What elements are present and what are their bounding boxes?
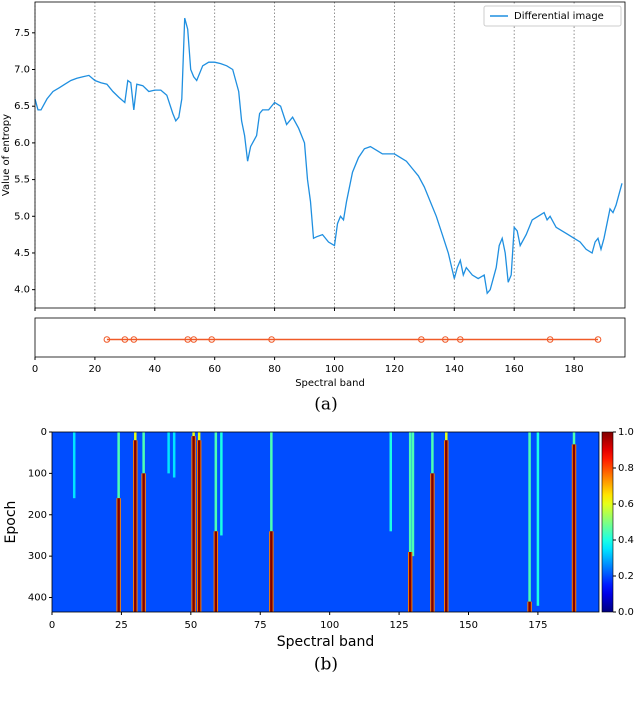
y-tick-label: 0 [41, 427, 47, 438]
y-tick-label: 5.0 [14, 211, 30, 222]
x-tick-label: 120 [385, 364, 404, 375]
caption: (b) [314, 655, 338, 675]
heatmap-cell [197, 432, 201, 441]
colorbar [601, 431, 614, 613]
x-axis-label: Spectral band [295, 378, 365, 389]
y-tick-label: 300 [28, 551, 47, 562]
y-tick-label: 100 [28, 468, 47, 479]
x-tick-label: 75 [254, 620, 267, 631]
line-series [34, 17, 623, 295]
heatmap-cell [197, 440, 201, 612]
heatmap-cell [214, 432, 218, 532]
strip-frame [34, 317, 626, 358]
selected-band [546, 336, 554, 343]
y-tick-label: 4.5 [14, 248, 30, 259]
heatmap-cell [192, 432, 195, 437]
selected-band [208, 336, 216, 343]
y-tick-label: 7.0 [14, 65, 30, 76]
y-tick-label: 5.5 [14, 175, 30, 186]
heatmap-cell [408, 432, 412, 552]
heatmap-cell [270, 432, 273, 532]
heatmap-cell [172, 432, 176, 478]
selected-band [190, 336, 198, 343]
heatmap-cell [142, 473, 145, 612]
heatmap-cell [220, 432, 223, 536]
y-axis-label: Value of entropy [1, 114, 12, 196]
x-tick-label: 40 [148, 364, 161, 375]
heatmap-cell [389, 432, 393, 532]
selected-band [594, 336, 602, 343]
selected-band [103, 336, 111, 343]
heatmap-cell [270, 531, 273, 612]
heatmap-cell [431, 432, 434, 474]
x-tick-label: 50 [184, 620, 197, 631]
x-tick-label: 125 [390, 620, 409, 631]
heatmap-cell [536, 432, 540, 606]
heatmap-cell [72, 432, 76, 499]
colorbar-tick-label: 0.8 [618, 463, 634, 474]
plot-frame [34, 1, 626, 309]
colorbar-tick-label: 0.0 [618, 607, 634, 618]
x-tick-label: 175 [528, 620, 547, 631]
heatmap-cell [117, 432, 120, 499]
heatmap-cell [411, 432, 415, 557]
heatmap-cell [117, 498, 120, 612]
selected-band [442, 336, 449, 343]
heatmap-cell [572, 432, 576, 445]
y-tick-label: 4.0 [14, 285, 30, 296]
y-tick-label: 7.5 [14, 28, 30, 39]
x-tick-label: 80 [268, 364, 281, 375]
heatmap-cell [134, 432, 137, 441]
x-tick-label: 60 [208, 364, 221, 375]
heatmap-cell [572, 444, 576, 612]
selected-band [130, 336, 138, 343]
heatmap-cell [528, 601, 531, 612]
heatmap-cell [445, 432, 448, 441]
x-tick-label: 180 [565, 364, 584, 375]
colorbar-tick-label: 0.2 [618, 571, 634, 582]
y-tick-label: 200 [28, 510, 47, 521]
x-tick-label: 150 [459, 620, 478, 631]
x-tick-label: 100 [320, 620, 339, 631]
x-tick-label: 25 [115, 620, 128, 631]
heatmap-cell [528, 432, 531, 602]
selected-band [121, 336, 129, 343]
legend-box [483, 5, 622, 27]
x-tick-label: 0 [32, 364, 38, 375]
heatmap-cell [214, 531, 218, 612]
y-tick-label: 6.0 [14, 138, 30, 149]
y-tick-label: 400 [28, 593, 47, 604]
y-axis-label: Epoch [3, 501, 19, 544]
colorbar-tick-label: 0.6 [618, 499, 634, 510]
selected-band [268, 336, 275, 343]
heatmap-cell [134, 440, 137, 612]
heatmap-cell [408, 552, 412, 612]
x-tick-label: 20 [89, 364, 102, 375]
x-axis-label: Spectral band [277, 634, 374, 650]
heatmap-cell [192, 436, 195, 612]
heatmap-cell [431, 473, 434, 612]
colorbar-tick-label: 1.0 [618, 427, 634, 438]
x-tick-label: 140 [445, 364, 464, 375]
caption: (a) [314, 395, 337, 415]
plot-frame [51, 431, 600, 613]
selected-band [418, 336, 425, 343]
selected-band [456, 336, 464, 343]
heatmap-cell [445, 440, 448, 612]
y-tick-label: 6.5 [14, 101, 30, 112]
x-tick-label: 100 [325, 364, 344, 375]
heatmap-cell [167, 432, 170, 474]
colorbar-tick-label: 0.4 [618, 535, 634, 546]
x-tick-label: 0 [49, 620, 55, 631]
x-tick-label: 160 [505, 364, 524, 375]
legend-label: Differential image [514, 11, 604, 22]
heatmap-cell [142, 432, 145, 474]
